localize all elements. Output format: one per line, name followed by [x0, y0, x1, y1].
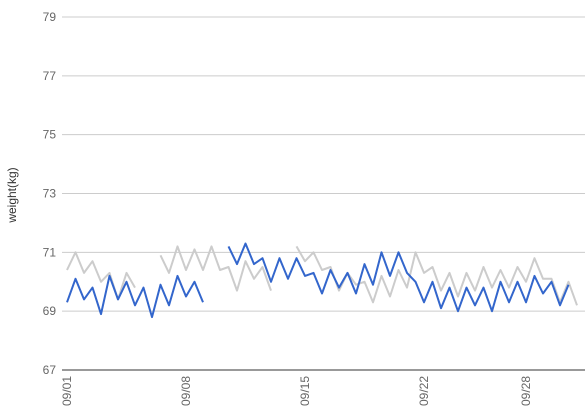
y-axis-label: weight(kg)	[5, 167, 19, 223]
x-tick-label: 09/08	[179, 376, 193, 406]
x-tick-label: 09/15	[298, 376, 312, 406]
y-tick-label: 71	[43, 245, 57, 259]
y-tick-label: 73	[43, 187, 57, 201]
x-tick-label: 09/28	[519, 376, 533, 406]
y-tick-label: 75	[43, 128, 57, 142]
x-tick-label: 09/22	[417, 376, 431, 406]
y-tick-label: 69	[43, 304, 57, 318]
x-tick-label: 09/01	[60, 376, 74, 406]
y-tick-label: 67	[43, 363, 57, 377]
y-tick-label: 77	[43, 69, 57, 83]
series-line	[66, 245, 578, 306]
y-tick-label: 79	[43, 10, 57, 24]
series-line	[66, 242, 570, 319]
